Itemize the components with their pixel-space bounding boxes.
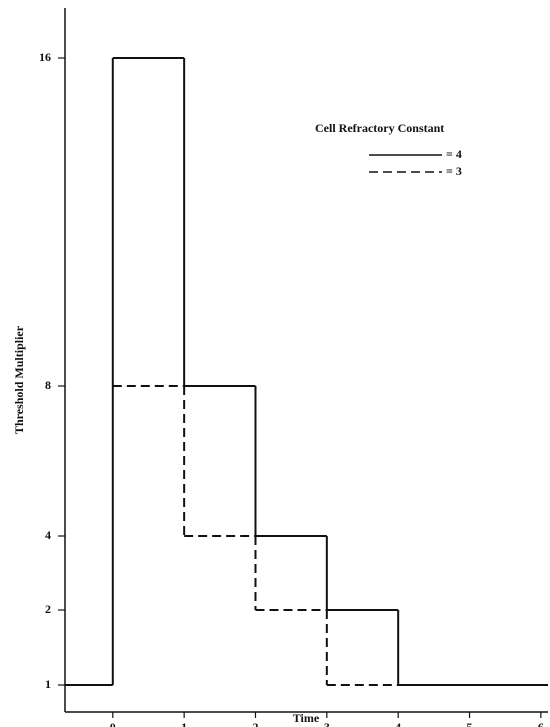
legend-title: Cell Refractory Constant [315,121,444,135]
y-tick-label: 16 [39,50,51,64]
x-tick-label: 1 [181,720,187,727]
legend-label: = 3 [446,164,462,178]
x-tick-label: 4 [395,720,401,727]
legend-label: = 4 [446,147,462,161]
x-tick-label: 6 [538,720,544,727]
x-tick-label: 5 [467,720,473,727]
y-tick-label: 1 [45,677,51,691]
x-tick-label: 3 [324,720,330,727]
x-tick-label: 0 [110,720,116,727]
y-tick-label: 2 [45,602,51,616]
y-axis-label: Threshold Multiplier [12,325,26,434]
x-tick-label: 2 [252,720,258,727]
y-tick-label: 8 [45,378,51,392]
y-tick-label: 4 [45,528,51,542]
x-axis-label: Time [293,711,320,725]
